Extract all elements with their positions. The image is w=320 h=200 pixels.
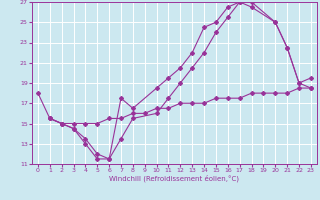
X-axis label: Windchill (Refroidissement éolien,°C): Windchill (Refroidissement éolien,°C): [109, 175, 239, 182]
